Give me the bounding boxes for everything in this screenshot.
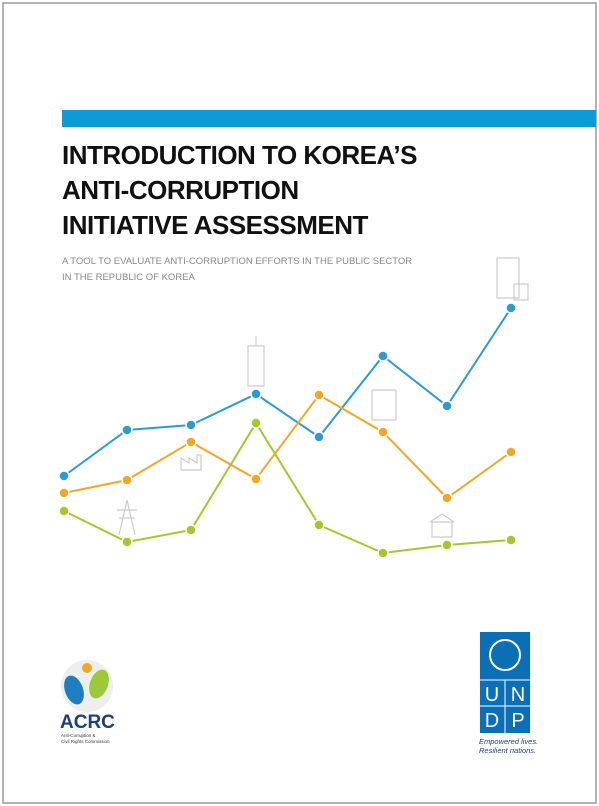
title-line: INTRODUCTION TO KOREA’S (62, 140, 417, 170)
subtitle-line: IN THE REPUBLIC OF KOREA (62, 272, 196, 283)
acrc-full-name: Civil Rights Commission (61, 739, 110, 744)
header-bar (62, 110, 596, 127)
title-line: INITIATIVE ASSESSMENT (62, 210, 368, 240)
undp-letter: N (511, 684, 525, 706)
decorative-lines (63, 307, 512, 555)
undp-logo: U N D P Empowered lives. Resilient natio… (479, 632, 538, 755)
undp-letter: D (485, 710, 499, 732)
undp-letter: U (485, 684, 499, 706)
undp-letter: P (511, 710, 524, 732)
acrc-name: ACRC (60, 712, 115, 733)
acrc-logo: ACRC Anti-Corruption & Civil Rights Comm… (60, 660, 115, 744)
undp-tagline: Resilient nations. (479, 746, 536, 755)
title-line: ANTI-CORRUPTION (62, 175, 299, 205)
acrc-full-name: Anti-Corruption & (61, 733, 96, 738)
decorative-points (58, 302, 517, 559)
building-icons (117, 257, 529, 538)
undp-tagline: Empowered lives. (479, 737, 538, 746)
subtitle-line: A TOOL TO EVALUATE ANTI-CORRUPTION EFFOR… (62, 256, 412, 267)
